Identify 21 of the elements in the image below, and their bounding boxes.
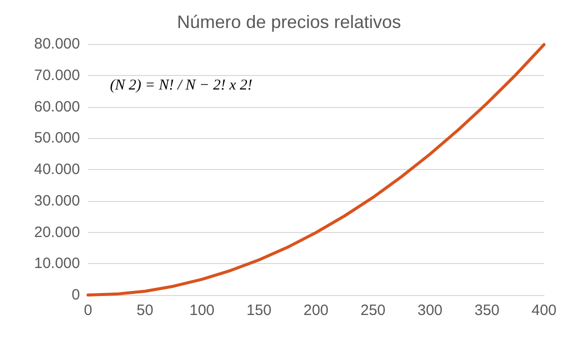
line-series [86, 43, 546, 296]
x-tick-label: 0 [84, 302, 92, 319]
y-tick-label: 30.000 [34, 192, 80, 210]
annotation: (N 2) = N! / N − 2! x 2! [110, 78, 252, 94]
x-tick-label: 200 [303, 302, 329, 319]
chart-title: Número de precios relativos [176, 12, 402, 32]
y-tick-label: 70.000 [34, 66, 80, 84]
y-tick-label: 50.000 [34, 130, 80, 147]
y-tick-label: 80.000 [34, 36, 80, 52]
y-tick-label: 60.000 [34, 98, 80, 116]
x-tick-label: 150 [246, 302, 272, 319]
x-tick-label: 300 [417, 302, 443, 319]
x-tick-label: 350 [474, 302, 500, 319]
y-tick-label: 10.000 [34, 255, 80, 272]
y-tick-label: 0 [72, 286, 80, 304]
y-tick-label: 20.000 [34, 224, 80, 241]
x-tick-label: 100 [189, 302, 215, 319]
x-tick-label: 250 [360, 302, 386, 319]
y-tick-label: 40.000 [34, 161, 80, 178]
x-tick-label: 50 [136, 302, 154, 319]
x-tick-label: 400 [531, 302, 557, 319]
